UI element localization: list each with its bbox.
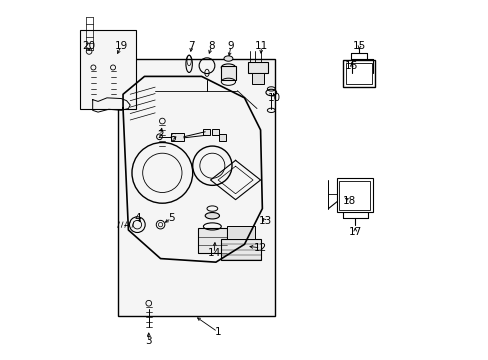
Text: 18: 18 [343,197,356,206]
Bar [219,134,225,141]
Bar [337,178,372,212]
Bar [171,133,183,141]
Text: 13: 13 [258,216,271,226]
Text: 11: 11 [255,41,268,51]
Bar [212,129,218,135]
Bar [339,181,369,210]
Bar [226,226,255,239]
Text: 4: 4 [134,212,141,222]
Text: 9: 9 [227,41,234,51]
Bar [345,63,371,84]
Text: 20: 20 [82,41,96,51]
Text: 17: 17 [348,227,361,237]
Bar [342,60,374,87]
Ellipse shape [224,56,232,61]
Text: 3: 3 [145,337,152,346]
Text: 8: 8 [208,41,215,51]
Bar [198,228,226,253]
Bar [251,73,264,84]
Text: 16: 16 [345,61,358,71]
Bar [80,30,135,109]
Text: 14: 14 [207,248,220,258]
Bar [247,62,267,73]
Bar [221,239,260,260]
Bar [118,59,274,316]
Text: 10: 10 [268,93,281,103]
Bar [203,129,209,135]
Text: 19: 19 [114,41,128,51]
Text: 12: 12 [253,243,266,253]
Text: 2: 2 [157,130,163,140]
Ellipse shape [205,212,219,219]
Text: 15: 15 [352,41,366,51]
Text: 7: 7 [188,41,195,51]
Text: 5: 5 [167,213,174,223]
Bar [221,66,235,80]
Text: 6: 6 [169,133,176,143]
Text: 1: 1 [214,327,221,337]
